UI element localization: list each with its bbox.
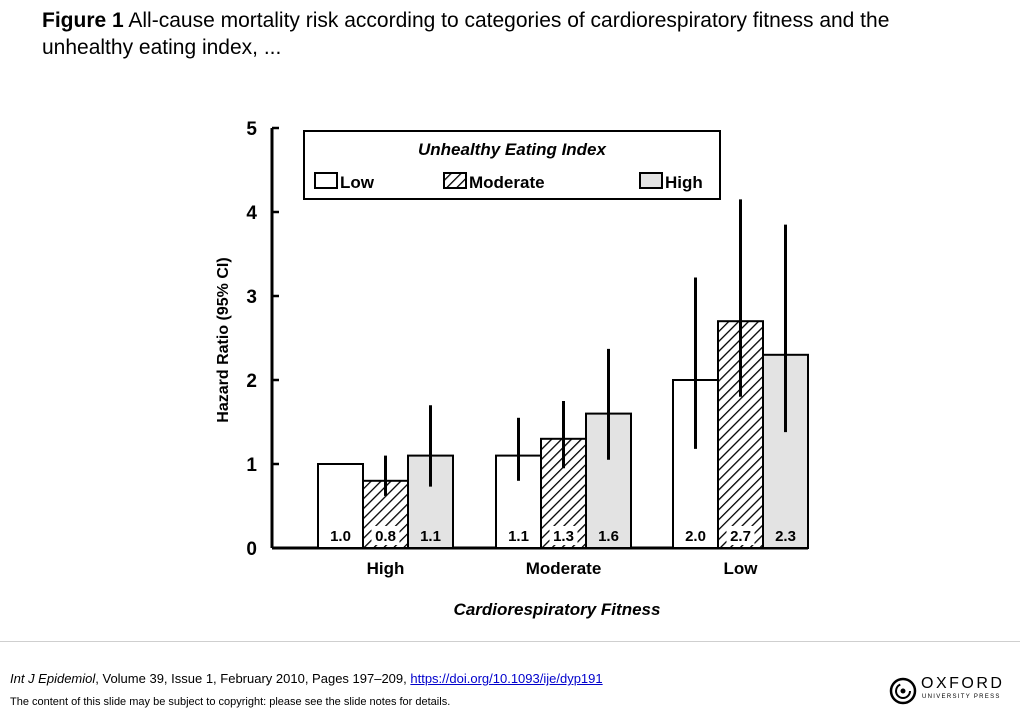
journal-name: Int J Epidemiol [10,671,96,686]
y-tick-label: 4 [246,203,257,224]
legend-label-low: Low [340,173,375,192]
y-tick-label: 3 [246,287,257,308]
data-label-bg [371,526,400,545]
data-label-bg [549,526,578,545]
x-tick-label: Low [724,559,759,578]
logo-subtitle: UNIVERSITY PRESS [922,694,1001,700]
oxford-swirl-icon [889,677,917,705]
y-tick-label: 5 [246,119,257,140]
figure-caption: All-cause mortality risk according to ca… [42,9,890,59]
chart-bars: High 1.0 0.8 1.1 Moderate 1.1 1.3 1.6 Low 2.0 2.7 2… [317,199,809,578]
citation: Int J Epidemiol, Volume 39, Issue 1, Feb… [10,671,603,686]
legend-swatch-high [639,172,663,189]
figure-title: Figure 1 All-cause mortality risk accord… [42,7,942,61]
data-label: 1.3 [553,528,574,545]
figure-label: Figure 1 [42,9,124,32]
legend-swatch-moderate [443,172,467,189]
footer-divider [0,641,1020,642]
y-axis-label: Hazard Ratio (95% CI) [215,257,232,422]
x-tick-label: High [367,559,405,578]
y-tick-label: 0 [246,539,257,560]
legend-title: Unhealthy Eating Index [418,140,608,159]
volume-text: , Volume 39, Issue 1, February 2010, Pag… [95,671,411,686]
data-label: 1.0 [330,528,351,545]
bar-chart: 0 1 2 3 4 5 High 1.0 0.8 1.1 Moderate 1.1 1.3 1.6 Low… [215,119,809,619]
copyright-notice: The content of this slide may be subject… [10,696,451,708]
chart-legend: Unhealthy Eating Index Low Moderate High [303,130,721,200]
oxford-logo: OXFORD UNIVERSITY PRESS [888,675,1013,707]
data-label-bg [726,526,755,545]
data-label: 1.1 [420,528,441,545]
legend-label-high: High [665,173,703,192]
legend-label-moderate: Moderate [469,173,545,192]
data-label: 1.6 [598,528,619,545]
data-label: 2.7 [730,528,751,545]
data-label: 2.0 [685,528,706,545]
x-axis-label: Cardiorespiratory Fitness [454,600,661,619]
data-label: 2.3 [775,528,796,545]
data-label: 0.8 [375,528,396,545]
y-tick-label: 1 [246,455,257,476]
y-tick-label: 2 [246,371,257,392]
bar-high-low [317,463,364,549]
logo-word: OXFORD [921,675,1005,692]
doi-link[interactable]: https://doi.org/10.1093/ije/dyp191 [410,671,603,686]
data-label: 1.1 [508,528,529,545]
legend-swatch-low [314,172,338,189]
x-tick-label: Moderate [526,559,602,578]
